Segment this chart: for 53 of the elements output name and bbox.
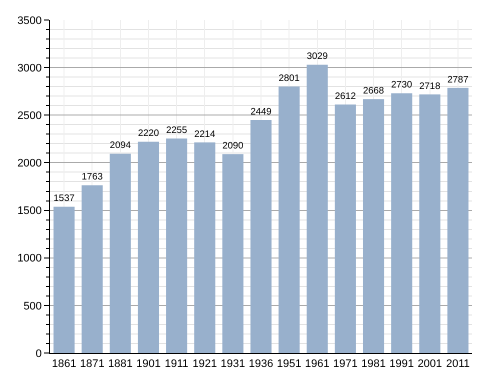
data-label: 2090: [222, 140, 244, 152]
y-tick-label: 3000: [17, 62, 42, 74]
x-tick-label: 1931: [220, 358, 246, 370]
bar: [82, 185, 103, 353]
data-label: 2787: [447, 74, 468, 86]
bar: [278, 86, 300, 353]
bar: [138, 142, 160, 353]
bar: [362, 99, 384, 353]
data-label: 2255: [166, 124, 188, 136]
y-tick-label: 1000: [17, 252, 42, 265]
bar: [306, 64, 328, 353]
bar: [222, 154, 244, 353]
bar: [334, 104, 356, 353]
y-tick-label: 3500: [17, 14, 42, 27]
y-tick-label: 0: [36, 348, 42, 360]
bar: [250, 120, 272, 353]
bar: [447, 88, 468, 353]
data-label: 2220: [138, 128, 160, 140]
data-label: 1763: [82, 172, 103, 183]
data-label: 1537: [54, 193, 75, 204]
x-tick-label: 1901: [136, 358, 161, 370]
x-tick-label: 1936: [248, 358, 274, 370]
x-tick-label: 1871: [80, 358, 104, 370]
y-tick-label: 1500: [17, 205, 42, 218]
data-label: 2214: [194, 128, 216, 140]
y-tick-label: 2000: [17, 158, 42, 170]
y-tick-label: 2500: [17, 110, 42, 122]
bar: [166, 138, 188, 353]
x-tick-label: 1911: [164, 358, 188, 370]
x-tick-label: 1951: [276, 358, 302, 370]
data-label: 3029: [306, 51, 328, 62]
bar: [391, 93, 412, 353]
data-label: 2801: [278, 72, 300, 84]
x-tick-label: 1921: [192, 358, 217, 370]
bar: [54, 206, 75, 353]
data-label: 2668: [362, 86, 384, 97]
x-tick-label: 1861: [52, 358, 76, 370]
x-tick-label: 1991: [389, 358, 414, 370]
data-label: 2718: [419, 80, 440, 92]
data-label: 2730: [391, 80, 412, 91]
bar: [194, 142, 216, 353]
data-label: 2612: [334, 90, 356, 102]
data-label: 2449: [250, 106, 272, 118]
data-label: 2094: [110, 140, 131, 152]
y-tick-label: 500: [23, 300, 42, 312]
x-tick-label: 1981: [361, 358, 386, 370]
x-tick-label: 1961: [305, 358, 330, 370]
x-tick-label: 1971: [333, 358, 358, 370]
bar: [110, 154, 131, 353]
bar: [419, 94, 440, 353]
x-tick-label: 2001: [418, 358, 442, 370]
x-tick-label: 1881: [108, 358, 133, 370]
x-tick-label: 2011: [446, 358, 470, 370]
